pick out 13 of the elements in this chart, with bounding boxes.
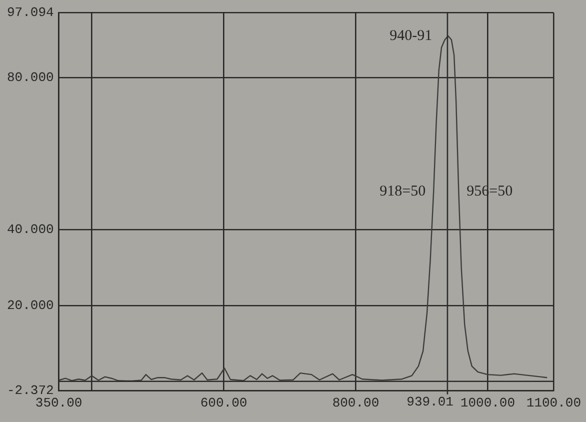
annotation: 940-91 [390, 28, 432, 44]
y-tick-label: -2.372 [6, 382, 54, 398]
ref-line-label: 939.01 [406, 394, 454, 410]
y-tick-label: 40.000 [6, 222, 54, 237]
x-tick-label: 1100.00 [526, 396, 581, 411]
x-tick-label: 800.00 [332, 396, 380, 411]
x-tick-label: 1000.00 [460, 396, 516, 411]
y-tick-label: 20.000 [6, 298, 54, 313]
annotation: 918=50 [380, 184, 426, 200]
x-tick-label: 600.00 [200, 396, 248, 411]
y-tick-label: 97.094 [6, 5, 54, 20]
x-tick-label: 350.00 [35, 396, 82, 411]
y-tick-label: 80.000 [6, 70, 54, 86]
